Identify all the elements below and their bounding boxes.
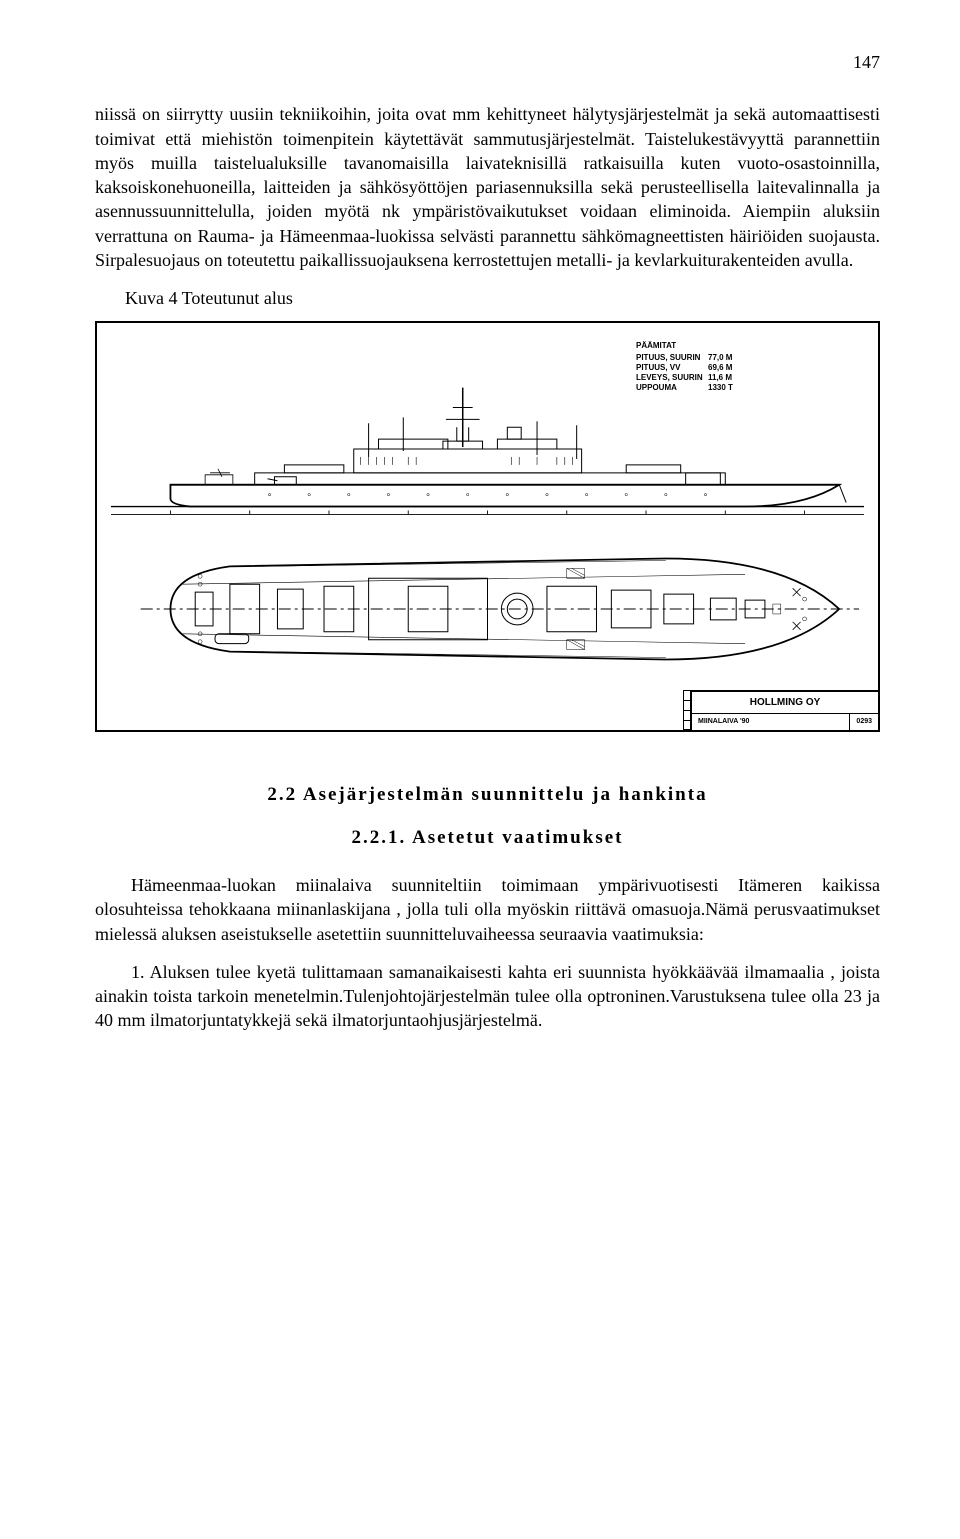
ship-side-profile [111, 387, 864, 522]
spec-label: LEVEYS, SUURIN [636, 373, 708, 383]
spec-value: 77,0 M [708, 353, 748, 363]
spec-label: UPPOUMA [636, 383, 708, 393]
spec-value: 1330 T [708, 383, 748, 393]
ship-plan-view [111, 544, 864, 674]
spec-block: PÄÄMITAT PITUUS, SUURIN77,0 M PITUUS, VV… [636, 341, 748, 393]
figure-caption: Kuva 4 Toteutunut alus [125, 286, 880, 310]
section-heading-2-2: 2.2 Asejärjestelmän suunnittelu ja hanki… [95, 782, 880, 808]
spec-value: 11,6 M [708, 373, 748, 383]
ship-figure: PÄÄMITAT PITUUS, SUURIN77,0 M PITUUS, VV… [95, 321, 880, 732]
spec-heading: PÄÄMITAT [636, 341, 748, 351]
spec-label: PITUUS, VV [636, 363, 708, 373]
title-block-company: HOLLMING OY [692, 692, 878, 715]
spec-value: 69,6 M [708, 363, 748, 373]
requirement-item-1: 1. Aluksen tulee kyetä tulittamaan saman… [95, 960, 880, 1033]
title-block-project: MIINALAIVA '90 [692, 714, 850, 729]
drawing-title-block: HOLLMING OY MIINALAIVA '90 0293 [690, 690, 880, 732]
body-paragraph-2: Hämeenmaa-luokan miinalaiva suunniteltii… [95, 873, 880, 946]
body-paragraph-1: niissä on siirrytty uusiin tekniikoihin,… [95, 102, 880, 272]
subsection-heading-2-2-1: 2.2.1. Asetetut vaatimukset [95, 825, 880, 851]
title-block-code: 0293 [850, 714, 878, 729]
page-number: 147 [95, 50, 880, 74]
spec-label: PITUUS, SUURIN [636, 353, 708, 363]
